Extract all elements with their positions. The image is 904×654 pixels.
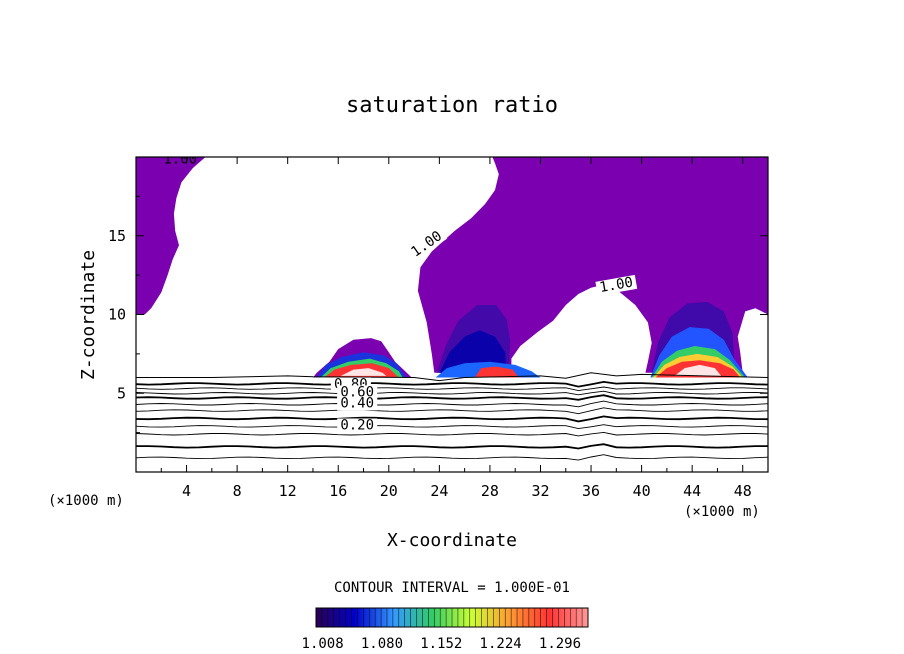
chart-title: saturation ratio — [346, 93, 558, 118]
supersaturated-region-upper-left — [136, 157, 206, 315]
contour-line-stable — [136, 424, 768, 430]
x-unit-left: (×1000 m) — [48, 493, 124, 509]
contour-line-stable — [136, 407, 768, 415]
x-tick-label: 32 — [531, 482, 549, 500]
contour-line-stable — [136, 400, 768, 408]
field-layer: 1.001.001.000.800.600.400.20 — [136, 151, 768, 461]
plot-area: 1.001.001.000.800.600.400.204 8 12 16 20 24 28… — [108, 151, 769, 500]
y-tick-label: 15 — [108, 227, 126, 245]
contour-label: 0.20 — [337, 417, 378, 433]
x-tick-label: 48 — [734, 482, 752, 500]
contour-label-text: 0.20 — [340, 417, 374, 433]
x-tick-label: 24 — [430, 482, 448, 500]
x-tick-label: 20 — [380, 482, 398, 500]
colorbar-tick-label: 1.152 — [420, 636, 462, 652]
x-tick-label: 36 — [582, 482, 600, 500]
contour-label: 1.00 — [595, 274, 638, 296]
y-axis-label: Z-coordinate — [78, 250, 99, 380]
contour-line-stable — [136, 443, 768, 450]
cloud-core-left-peak — [340, 368, 387, 376]
colorbar-tick-label: 1.224 — [480, 636, 522, 652]
x-tick-label: 44 — [683, 482, 701, 500]
colorbar-tick-label: 1.080 — [361, 636, 403, 652]
cloud-core-middle-inner — [474, 366, 519, 378]
contour-line-stable — [136, 454, 768, 461]
contour-label: 0.60 — [337, 384, 378, 400]
y-tick-label: 5 — [117, 384, 126, 402]
contour-line-stable — [136, 390, 768, 396]
y-tick-label: 10 — [108, 306, 126, 324]
contour-label-text: 0.40 — [340, 395, 374, 411]
x-tick-label: 16 — [329, 482, 347, 500]
x-tick-label: 4 — [182, 482, 191, 500]
contour-line-stable — [136, 394, 768, 401]
contour-label-text: 0.60 — [340, 384, 374, 400]
contour-line-stable — [136, 431, 768, 437]
contour-label: 0.40 — [337, 395, 378, 411]
contour-label-text: 1.00 — [598, 274, 634, 296]
colorbar: 1.008 1.080 1.152 1.224 1.296 — [302, 607, 589, 652]
colorbar-tick-label: 1.008 — [302, 636, 344, 652]
contour-line-saturation — [136, 372, 768, 382]
x-axis-label: X-coordinate — [387, 530, 517, 551]
contour-line-stable — [136, 380, 768, 388]
contour-line-stable — [136, 386, 768, 392]
colorbar-tick-label: 1.296 — [539, 636, 581, 652]
contour-label: 1.00 — [163, 151, 197, 167]
contour-line-stable — [136, 415, 768, 423]
cloud-core-right-peak — [674, 364, 722, 376]
contour-interval-label: CONTOUR INTERVAL = 1.000E-01 — [334, 580, 570, 596]
contour-label-text: 1.00 — [163, 151, 197, 167]
x-tick-label: 12 — [279, 482, 297, 500]
x-tick-label: 40 — [633, 482, 651, 500]
x-tick-label: 8 — [233, 482, 242, 500]
x-tick-label: 28 — [481, 482, 499, 500]
x-unit-right: (×1000 m) — [684, 504, 760, 520]
